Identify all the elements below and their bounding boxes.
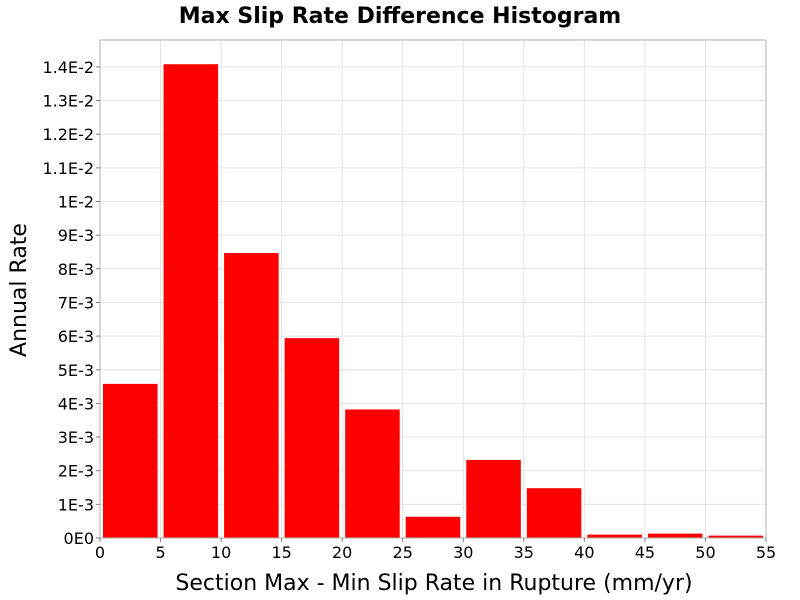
histogram-bar bbox=[224, 252, 279, 538]
histogram-bar bbox=[647, 533, 703, 538]
y-tick-label: 5E-3 bbox=[58, 361, 94, 380]
histogram-bar bbox=[466, 459, 521, 538]
y-tick-label: 8E-3 bbox=[58, 260, 94, 279]
x-tick-label: 15 bbox=[271, 543, 291, 562]
y-tick-label: 0E0 bbox=[64, 529, 94, 548]
x-tick-label: 40 bbox=[574, 543, 594, 562]
histogram-bar bbox=[708, 535, 763, 538]
y-tick-label: 1E-2 bbox=[58, 193, 94, 212]
y-tick-label: 9E-3 bbox=[58, 226, 94, 245]
y-tick-label: 3E-3 bbox=[58, 428, 94, 447]
y-axis-title: Annual Rate bbox=[7, 223, 32, 357]
histogram-bar bbox=[163, 64, 219, 539]
y-tick-label: 2E-3 bbox=[58, 462, 94, 481]
y-tick-label: 1.1E-2 bbox=[42, 159, 94, 178]
x-tick-label: 5 bbox=[155, 543, 165, 562]
x-axis-title: Section Max - Min Slip Rate in Rupture (… bbox=[175, 571, 692, 596]
y-tick-label: 1.3E-2 bbox=[42, 92, 94, 111]
histogram-bar bbox=[284, 338, 340, 538]
y-axis: 0E0 1E-3 2E-3 3E-3 4E-3 5E-3 6E-3 7E-3 8E-3 9E-3 1… bbox=[42, 58, 100, 548]
y-tick-label: 7E-3 bbox=[58, 293, 94, 312]
x-tick-label: 0 bbox=[95, 543, 105, 562]
bars bbox=[103, 64, 763, 539]
x-tick-label: 50 bbox=[695, 543, 715, 562]
histogram-bar bbox=[587, 534, 642, 538]
histogram-bar bbox=[526, 488, 582, 538]
histogram-bar bbox=[345, 409, 400, 538]
y-tick-label: 1.4E-2 bbox=[42, 58, 94, 77]
x-tick-label: 45 bbox=[635, 543, 655, 562]
y-tick-label: 6E-3 bbox=[58, 327, 94, 346]
y-tick-label: 1E-3 bbox=[58, 495, 94, 514]
chart-title: Max Slip Rate Difference Histogram bbox=[179, 4, 621, 29]
x-tick-label: 55 bbox=[756, 543, 776, 562]
plot-frame bbox=[99, 39, 767, 539]
x-tick-label: 30 bbox=[453, 543, 473, 562]
y-tick-label: 1.2E-2 bbox=[42, 125, 94, 144]
x-tick-label: 25 bbox=[393, 543, 413, 562]
histogram-bar bbox=[405, 516, 461, 538]
x-tick-label: 20 bbox=[332, 543, 352, 562]
y-tick-label: 4E-3 bbox=[58, 394, 94, 413]
x-axis: 0 5 10 15 20 25 30 35 40 45 50 55 bbox=[95, 538, 776, 562]
x-tick-label: 10 bbox=[211, 543, 231, 562]
histogram-bar bbox=[103, 383, 158, 538]
x-tick-label: 35 bbox=[514, 543, 534, 562]
